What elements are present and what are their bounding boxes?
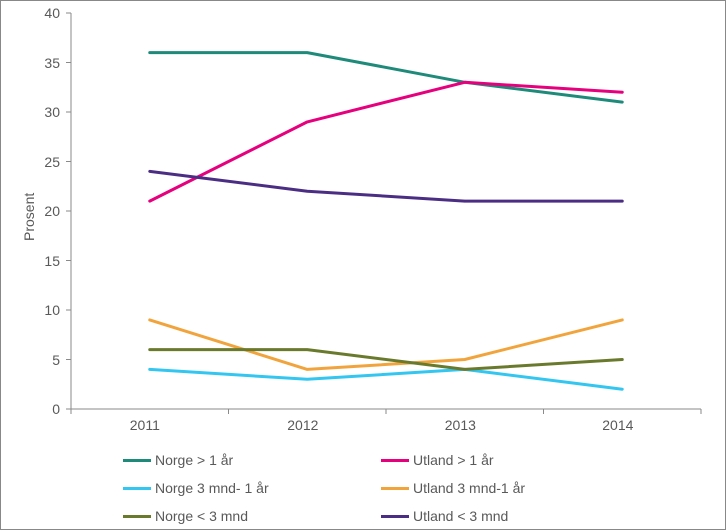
legend-label: Utland > 1 år xyxy=(413,452,494,468)
chart-frame: 0 5 10 15 20 25 30 35 40 2011 2012 2013 2014 Prosent N… xyxy=(0,0,726,530)
series-line xyxy=(150,369,623,389)
legend-label: Norge 3 mnd- 1 år xyxy=(155,480,269,496)
legend-swatch xyxy=(123,515,151,518)
series-line xyxy=(150,320,623,370)
legend-swatch xyxy=(381,459,409,462)
series-line xyxy=(150,171,623,201)
legend-swatch xyxy=(381,487,409,490)
x-tick-label: 2011 xyxy=(130,417,160,433)
x-tick-label: 2014 xyxy=(602,417,633,433)
legend-item: Norge > 1 år xyxy=(105,446,363,474)
legend-swatch xyxy=(123,459,151,462)
legend-item: Utland > 1 år xyxy=(363,446,621,474)
legend-item: Norge 3 mnd- 1 år xyxy=(105,474,363,502)
y-tick-label: 10 xyxy=(44,302,60,318)
legend-item: Utland < 3 mnd xyxy=(363,502,621,530)
legend-swatch xyxy=(381,515,409,518)
series-line xyxy=(150,82,623,201)
legend-swatch xyxy=(123,487,151,490)
y-tick-label: 0 xyxy=(52,401,60,417)
y-tick-label: 5 xyxy=(52,352,60,368)
y-tick-label: 20 xyxy=(44,203,60,219)
legend: Norge > 1 år Utland > 1 år Norge 3 mnd- 1 … xyxy=(1,446,725,530)
y-tick-label: 30 xyxy=(44,104,60,120)
y-tick-label: 15 xyxy=(44,253,60,269)
y-tick-label: 25 xyxy=(44,154,60,170)
y-tick-label: 35 xyxy=(44,55,60,71)
x-tick-label: 2013 xyxy=(445,417,476,433)
legend-label: Norge > 1 år xyxy=(155,452,233,468)
legend-label: Norge < 3 mnd xyxy=(155,508,248,524)
legend-item: Utland 3 mnd-1 år xyxy=(363,474,621,502)
legend-label: Utland 3 mnd-1 år xyxy=(413,480,525,496)
y-tick-label: 40 xyxy=(44,5,60,21)
legend-item: Norge < 3 mnd xyxy=(105,502,363,530)
series-line xyxy=(150,53,623,103)
legend-label: Utland < 3 mnd xyxy=(413,508,508,524)
series-line xyxy=(150,350,623,370)
x-tick-label: 2012 xyxy=(287,417,318,433)
y-axis-title: Prosent xyxy=(21,193,37,241)
